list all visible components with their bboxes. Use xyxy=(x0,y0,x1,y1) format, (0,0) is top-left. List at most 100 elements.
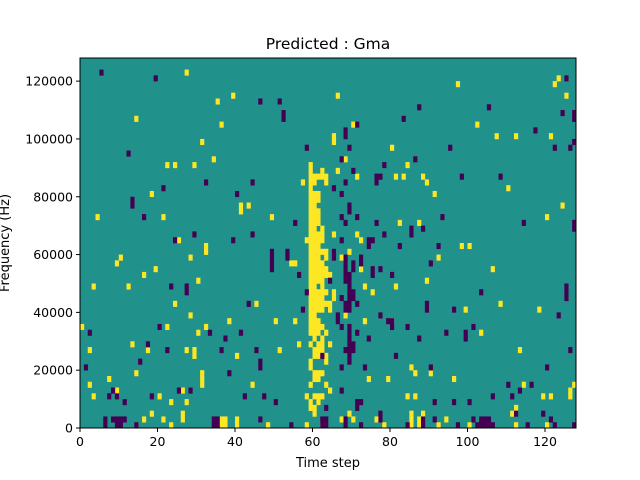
heatmap-cell-low xyxy=(428,364,433,371)
heatmap-cell-low xyxy=(486,104,492,111)
heatmap-cell-low xyxy=(533,127,538,134)
heatmap-cell-low xyxy=(409,225,414,238)
heatmap-cell-low xyxy=(122,416,127,423)
y-tick-label: 20000 xyxy=(33,363,73,378)
heatmap-cell-high xyxy=(467,422,472,429)
heatmap-cell-high xyxy=(351,121,356,128)
heatmap-cell-high xyxy=(362,318,368,325)
heatmap-cell-low xyxy=(382,231,387,238)
heatmap-cell-low xyxy=(153,75,158,82)
heatmap-cell-high xyxy=(304,422,309,429)
heatmap-cell-low xyxy=(192,231,197,238)
y-tick-label: 80000 xyxy=(33,189,73,204)
heatmap-cell-high xyxy=(312,173,317,186)
y-axis: 0 20000 40000 60000 80000 100000 120000 xyxy=(25,74,80,436)
heatmap-cell-low xyxy=(235,190,240,198)
heatmap-cell-high xyxy=(316,173,321,180)
heatmap-cell-low xyxy=(339,190,344,198)
heatmap-cell-high xyxy=(173,300,178,307)
heatmap-cell-high xyxy=(316,341,321,359)
heatmap-cell-low xyxy=(269,248,275,273)
heatmap-cell-high xyxy=(463,306,468,313)
heatmap-cell-high xyxy=(393,173,399,180)
heatmap-cell-high xyxy=(289,260,294,267)
heatmap-cell-low xyxy=(324,416,329,429)
heatmap-cell-high xyxy=(370,289,375,296)
heatmap-cell-low xyxy=(343,300,348,313)
heatmap-cell-low xyxy=(328,277,333,284)
heatmap-cell-low xyxy=(138,358,143,365)
heatmap-cell-low xyxy=(331,185,337,192)
heatmap-cell-low xyxy=(188,387,193,394)
heatmap-cell-low xyxy=(204,179,209,186)
heatmap-cell-high xyxy=(320,370,325,377)
heatmap-cell-high xyxy=(421,173,426,180)
heatmap-cell-high xyxy=(343,156,348,163)
heatmap-cell-low xyxy=(173,237,178,244)
heatmap-cell-low xyxy=(331,248,337,261)
plot-frame xyxy=(79,57,577,429)
heatmap-cell-high xyxy=(235,416,240,429)
heatmap-cell-low xyxy=(157,323,162,331)
heatmap-cell-high xyxy=(180,387,185,394)
heatmap-cell-low xyxy=(242,393,247,400)
heatmap-cell-low xyxy=(525,422,530,429)
heatmap-cell-low xyxy=(421,416,426,429)
heatmap-cell-low xyxy=(490,393,495,400)
heatmap-cell-high xyxy=(564,92,569,99)
heatmap-cell-low xyxy=(262,393,267,400)
heatmap-cell-low xyxy=(471,416,476,423)
heatmap-cell-low xyxy=(347,271,352,313)
heatmap-cell-low xyxy=(382,162,387,169)
heatmap-cell-high xyxy=(114,260,120,267)
heatmap-cell-high xyxy=(514,422,519,429)
heatmap-cell-low xyxy=(355,300,360,307)
heatmap-cell-high xyxy=(390,144,395,151)
heatmap-cell-low xyxy=(541,410,546,417)
heatmap-cell-low xyxy=(514,410,519,417)
heatmap-cell-high xyxy=(149,410,154,417)
heatmap-cell-low xyxy=(304,144,309,151)
heatmap-cell-high xyxy=(521,381,526,388)
heatmap-cell-low xyxy=(424,300,430,313)
heatmap-cell-high xyxy=(548,133,554,140)
heatmap-cell-high xyxy=(320,225,325,244)
x-tick-label: 120 xyxy=(533,434,557,449)
heatmap-cell-high xyxy=(87,381,92,388)
heatmap-cell-high xyxy=(219,121,224,128)
heatmap-cell-low xyxy=(161,185,166,192)
heatmap-cell-high xyxy=(409,410,414,429)
heatmap-cell-low xyxy=(362,364,368,371)
heatmap-cell-low xyxy=(366,335,371,342)
heatmap-cell-low xyxy=(211,416,216,429)
heatmap-cell-high xyxy=(359,237,364,244)
heatmap-cell-low xyxy=(359,422,364,429)
heatmap-cell-high xyxy=(541,393,546,400)
heatmap-cell-high xyxy=(204,243,209,255)
heatmap-cell-high xyxy=(452,375,457,383)
heatmap-cell-low xyxy=(238,329,244,336)
heatmap-cell-high xyxy=(173,162,178,169)
heatmap-cell-high xyxy=(320,335,325,348)
heatmap-cell-high xyxy=(204,323,209,331)
heatmap-cell-high xyxy=(324,352,329,365)
heatmap-cell-high xyxy=(312,404,317,417)
heatmap-cell-low xyxy=(126,150,131,157)
heatmap-cell-low xyxy=(169,283,174,290)
heatmap-cell-low xyxy=(401,115,406,122)
heatmap-cell-high xyxy=(215,98,220,105)
heatmap-cell-high xyxy=(498,300,503,307)
heatmap-cell-low xyxy=(359,399,364,406)
x-axis: 0 20 40 60 80 100 120 xyxy=(76,428,557,449)
heatmap-cell-high xyxy=(324,381,329,388)
heatmap-cell-low xyxy=(300,306,306,313)
heatmap-cell-low xyxy=(122,399,127,406)
heatmap-cell-low xyxy=(366,237,371,250)
heatmap-cell-high xyxy=(91,393,96,400)
heatmap-cell-high xyxy=(548,393,554,400)
x-tick-label: 20 xyxy=(150,434,166,449)
heatmap-cell-low xyxy=(258,98,263,105)
heatmap-cell-high xyxy=(91,283,96,290)
heatmap-cell-low xyxy=(572,110,577,122)
heatmap-background xyxy=(80,58,576,428)
